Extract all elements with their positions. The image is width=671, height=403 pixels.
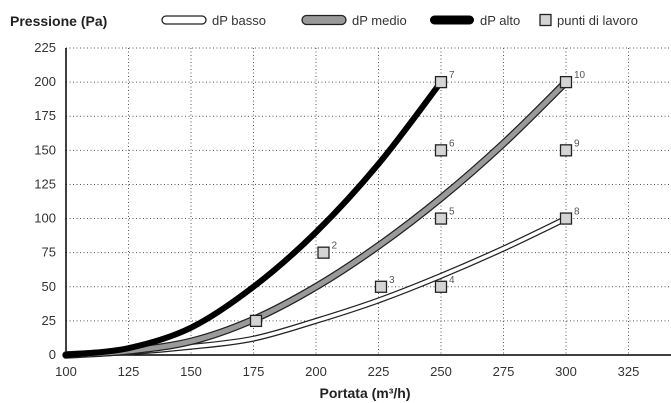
y-tick-label: 50	[42, 279, 56, 294]
x-tick-label: 225	[368, 364, 390, 379]
legend: dP basso dP medio dP alto punti di lavoro	[161, 13, 638, 28]
y-tick-label: 75	[42, 245, 56, 260]
work-point-marker	[559, 212, 573, 225]
x-tick-label: 100	[55, 364, 77, 379]
legend-swatch	[430, 15, 474, 25]
work-point-label: 2	[332, 241, 338, 252]
work-point-label: 10	[574, 70, 586, 81]
y-tick-label: 25	[42, 313, 56, 328]
y-axis-title: Pressione (Pa)	[10, 13, 107, 29]
grid	[66, 47, 671, 355]
work-point-marker	[374, 280, 388, 293]
x-tick-label: 275	[493, 364, 515, 379]
axes	[65, 48, 671, 356]
legend-item-0: dP basso	[161, 13, 266, 28]
series-line-medio	[63, 79, 569, 358]
legend-label: dP basso	[212, 13, 266, 28]
work-point-label: 8	[574, 207, 580, 218]
work-point-label: 6	[449, 138, 455, 149]
work-point-marker	[559, 75, 573, 89]
x-tick-label: 200	[305, 364, 327, 379]
x-tick-label: 250	[430, 364, 452, 379]
work-point-label: 5	[449, 207, 455, 218]
legend-swatch	[539, 13, 552, 27]
y-tick-label: 150	[34, 142, 56, 157]
legend-item-3: punti di lavoro	[539, 13, 638, 28]
work-point-marker	[317, 246, 330, 259]
work-point-label: 4	[449, 275, 455, 286]
work-point-label: 9	[574, 138, 580, 149]
work-point-marker	[559, 144, 573, 157]
work-point-label: 3	[389, 275, 395, 286]
legend-label: dP alto	[480, 13, 520, 28]
x-tick-label: 150	[180, 364, 202, 379]
legend-swatch	[301, 14, 347, 26]
legend-swatch	[161, 15, 207, 25]
x-axis-title: Portata (m³/h)	[320, 385, 411, 401]
legend-label: punti di lavoro	[557, 13, 638, 28]
x-tick-label: 125	[118, 364, 140, 379]
series-line-alto	[63, 79, 444, 358]
y-tick-label: 225	[34, 40, 56, 55]
legend-item-2: dP alto	[430, 13, 520, 28]
work-point-marker	[434, 75, 448, 89]
y-tick-label: 200	[34, 74, 56, 89]
x-tick-label: 175	[243, 364, 265, 379]
y-tick-label: 100	[34, 211, 56, 226]
legend-label: dP medio	[352, 13, 407, 28]
work-point-marker	[434, 144, 448, 157]
work-point-marker	[434, 280, 448, 293]
work-point-marker	[434, 212, 448, 225]
series	[62, 78, 570, 359]
y-tick-label: 125	[34, 176, 56, 191]
y-tick-label: 0	[49, 347, 56, 362]
work-point-marker	[249, 314, 263, 328]
legend-item-1: dP medio	[301, 13, 407, 28]
work-point-label: 7	[449, 70, 455, 81]
x-tick-label: 325	[618, 364, 640, 379]
y-tick-label: 175	[34, 108, 56, 123]
work-points: 2 3 4 5 6 7 8 9 10	[249, 70, 586, 328]
x-tick-label: 300	[555, 364, 577, 379]
